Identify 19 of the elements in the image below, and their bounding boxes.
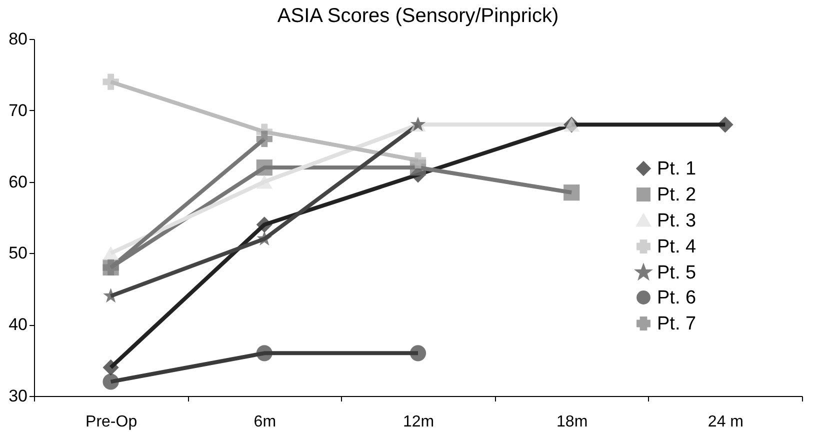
y-tick-label: 60	[8, 172, 28, 192]
y-tick-label: 50	[8, 244, 28, 263]
legend-label: Pt. 6	[657, 288, 696, 308]
chart-title: ASIA Scores (Sensory/Pinprick)	[277, 5, 559, 27]
legend-label: Pt. 7	[657, 314, 696, 334]
x-tick-label: Pre-Op	[86, 414, 138, 430]
legend-label: Pt. 4	[657, 236, 697, 258]
legend-label: Pt. 2	[657, 184, 696, 206]
y-tick-label: 30	[8, 386, 28, 406]
x-tick-label: 24 m	[708, 414, 744, 430]
x-tick-label: 6m	[254, 414, 276, 430]
y-tick-label: 40	[8, 315, 28, 334]
y-tick-label: 80	[8, 30, 28, 48]
x-tick-label: 12m	[402, 414, 434, 430]
legend-label: Pt. 1	[657, 158, 696, 180]
y-tick-label: 70	[8, 100, 28, 120]
x-tick-label: 18m	[556, 414, 588, 430]
legend-label: Pt. 5	[657, 262, 696, 284]
legend-label: Pt. 3	[657, 210, 696, 232]
